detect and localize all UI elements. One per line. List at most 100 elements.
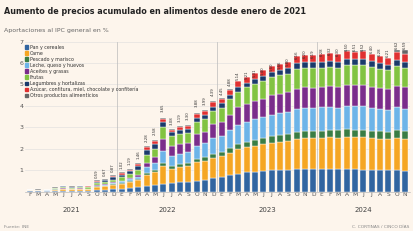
Text: 0.67: 0.67 <box>102 168 107 176</box>
Bar <box>168 136 174 146</box>
Bar <box>251 84 257 101</box>
Bar <box>309 138 316 169</box>
Bar <box>285 92 290 112</box>
Bar <box>126 174 133 178</box>
Bar <box>309 55 316 62</box>
Bar <box>235 87 241 91</box>
Bar <box>343 85 349 106</box>
Bar <box>401 55 407 62</box>
Bar <box>318 169 324 192</box>
Bar <box>384 58 390 65</box>
Bar <box>193 122 199 134</box>
Bar <box>226 130 232 148</box>
Bar <box>110 184 116 185</box>
Bar <box>152 144 157 149</box>
Bar <box>368 54 374 61</box>
Text: 6.20: 6.20 <box>302 49 306 58</box>
Bar <box>126 182 133 188</box>
Bar <box>293 70 299 88</box>
Bar <box>351 130 357 137</box>
Bar <box>202 179 207 192</box>
Bar <box>243 77 249 83</box>
Bar <box>343 50 349 52</box>
Bar <box>376 69 382 88</box>
Bar <box>276 135 282 142</box>
Bar <box>251 79 257 84</box>
Bar <box>335 169 340 192</box>
Bar <box>235 149 241 174</box>
Text: Fuente: INE: Fuente: INE <box>4 225 29 229</box>
Bar <box>376 109 382 131</box>
Text: 4.45: 4.45 <box>219 87 223 95</box>
Bar <box>168 132 174 136</box>
Bar <box>85 191 91 192</box>
Bar <box>393 52 399 60</box>
Bar <box>35 191 41 192</box>
Bar <box>77 189 83 191</box>
Bar <box>202 132 207 143</box>
Bar <box>68 191 74 192</box>
Bar <box>268 170 274 192</box>
Bar <box>235 174 241 192</box>
Bar <box>301 131 307 138</box>
Bar <box>27 191 33 192</box>
Bar <box>118 181 124 183</box>
Bar <box>210 101 216 102</box>
Text: 5.21: 5.21 <box>244 70 248 79</box>
Bar <box>152 163 157 170</box>
Bar <box>168 169 174 183</box>
Bar <box>335 138 340 169</box>
Bar <box>118 173 124 175</box>
Bar <box>102 180 107 182</box>
Bar <box>326 107 332 130</box>
Bar <box>301 68 307 88</box>
Bar <box>218 156 224 177</box>
Bar <box>318 131 324 138</box>
Bar <box>110 182 116 183</box>
Bar <box>118 183 124 184</box>
Text: 6.21: 6.21 <box>385 49 389 58</box>
Bar <box>259 144 266 171</box>
Bar <box>110 176 116 177</box>
Bar <box>318 138 324 169</box>
Bar <box>85 189 91 191</box>
Bar <box>285 68 290 74</box>
Bar <box>85 187 91 189</box>
Text: 3.99: 3.99 <box>202 96 206 105</box>
Bar <box>359 65 366 85</box>
Bar <box>301 169 307 192</box>
Bar <box>176 164 183 167</box>
Bar <box>393 130 399 138</box>
Bar <box>102 179 107 180</box>
Bar <box>359 106 366 130</box>
Bar <box>384 89 390 110</box>
Bar <box>235 125 241 144</box>
Bar <box>259 99 266 117</box>
Bar <box>102 185 107 186</box>
Bar <box>259 81 266 99</box>
Bar <box>93 185 99 186</box>
Bar <box>135 176 141 179</box>
Bar <box>218 108 224 122</box>
Bar <box>60 191 66 192</box>
Bar <box>60 186 66 187</box>
Bar <box>202 111 207 115</box>
Bar <box>393 138 399 170</box>
Text: 6.51: 6.51 <box>352 43 356 51</box>
Text: 6.16: 6.16 <box>294 50 298 58</box>
Bar <box>276 76 282 94</box>
Bar <box>143 186 149 192</box>
Bar <box>318 54 324 61</box>
Text: 6.32: 6.32 <box>327 46 331 55</box>
Bar <box>343 59 349 65</box>
Bar <box>251 140 257 146</box>
Bar <box>143 147 149 150</box>
Bar <box>102 186 107 190</box>
Bar <box>268 115 274 136</box>
Bar <box>126 170 133 171</box>
Bar <box>401 139 407 171</box>
Bar <box>118 184 124 189</box>
Bar <box>126 179 133 181</box>
Bar <box>293 132 299 139</box>
Bar <box>259 76 266 81</box>
